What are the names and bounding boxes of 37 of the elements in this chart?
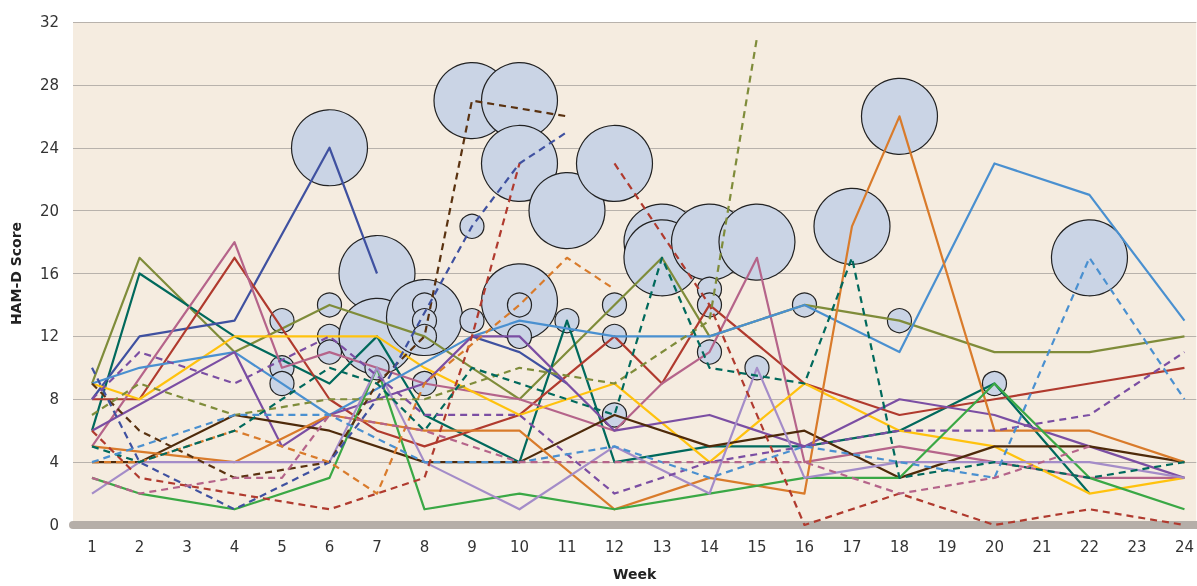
x-tick-label: 14 <box>699 537 720 556</box>
y-tick-label: 12 <box>39 327 59 346</box>
x-tick-label: 6 <box>324 537 335 556</box>
x-axis-title: Week <box>613 566 657 582</box>
y-tick-label: 20 <box>39 201 59 220</box>
x-tick-label: 20 <box>984 537 1005 556</box>
y-tick-label: 24 <box>39 138 59 157</box>
x-tick-label: 3 <box>182 537 192 556</box>
x-tick-label: 15 <box>747 537 767 556</box>
line-series <box>90 115 1186 511</box>
x-tick-label: 16 <box>794 537 815 556</box>
x-tick-label: 23 <box>1127 537 1147 556</box>
y-tick-label: 8 <box>49 390 59 409</box>
y-tick-label: 16 <box>39 264 59 283</box>
x-tick-label: 24 <box>1174 537 1194 556</box>
x-tick-label: 8 <box>419 537 430 556</box>
x-tick-label: 1 <box>87 537 97 556</box>
y-axis-title: HAM-D Score <box>8 221 24 326</box>
x-tick-label: 17 <box>842 537 862 556</box>
x-tick-label: 2 <box>134 537 145 556</box>
x-tick-label: 4 <box>229 537 240 556</box>
x-tick-label: 18 <box>889 537 910 556</box>
line-series <box>90 366 1186 511</box>
y-tick-label: 4 <box>49 453 59 472</box>
x-tick-label: 12 <box>604 537 625 556</box>
y-tick-label: 28 <box>39 75 59 94</box>
y-tick-label: 0 <box>49 516 59 534</box>
x-tick-label: 7 <box>372 537 382 556</box>
y-tick-label: 32 <box>39 13 59 31</box>
x-tick-label: 19 <box>937 537 957 556</box>
x-tick-label: 22 <box>1079 537 1100 556</box>
x-tick-label: 9 <box>467 537 477 556</box>
x-tick-label: 13 <box>652 537 672 556</box>
x-tick-label: 5 <box>277 537 287 556</box>
x-tick-label: 11 <box>557 537 577 556</box>
x-tick-label: 10 <box>509 537 530 556</box>
x-tick-label: 21 <box>1032 537 1052 556</box>
